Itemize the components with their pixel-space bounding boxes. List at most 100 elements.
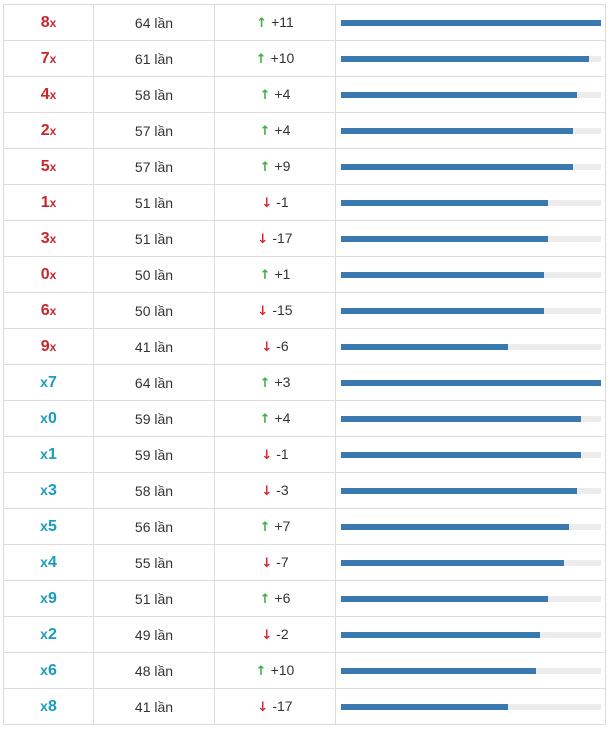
bar-cell [335, 580, 606, 617]
delta-value: +1 [274, 266, 291, 282]
digit: 1 [40, 193, 50, 211]
table-row: 0x 50 lần ↑ +1 [3, 256, 606, 293]
count-text: 41 lần [134, 338, 174, 355]
digit-placeholder-mark: x [40, 445, 48, 462]
delta-value: -2 [276, 626, 289, 642]
table-row: x7 64 lần ↑ +3 [3, 364, 606, 401]
delta-value: +7 [274, 518, 291, 534]
digit-placeholder-mark: x [49, 87, 57, 102]
count-cell: 61 lần [93, 40, 215, 77]
arrow-up-icon: ↑ [259, 88, 271, 103]
count-text: 56 lần [134, 518, 174, 535]
count-cell: 48 lần [93, 652, 215, 689]
count-text: 64 lần [134, 374, 174, 391]
digit-placeholder-mark: x [40, 553, 48, 570]
frequency-bar-fill [341, 127, 573, 134]
frequency-bar-fill [341, 451, 581, 458]
bar-cell [335, 40, 606, 77]
count-cell: 51 lần [93, 580, 215, 617]
bar-cell [335, 400, 606, 437]
number-cell: 8x [3, 4, 94, 41]
digit: 0 [47, 409, 57, 427]
tail-number-label: x9 [40, 590, 57, 607]
number-cell: x4 [3, 544, 94, 581]
count-text: 64 lần [134, 14, 174, 31]
arrow-up-icon: ↑ [259, 268, 271, 283]
bar-cell [335, 112, 606, 149]
delta-value: -3 [276, 482, 289, 498]
frequency-bar-track [341, 487, 601, 494]
number-cell: x7 [3, 364, 94, 401]
frequency-bar-track [341, 127, 601, 134]
digit: 2 [47, 625, 57, 643]
arrow-down-icon: ↓ [257, 304, 269, 319]
frequency-bar-track [341, 595, 601, 602]
delta-value: +10 [270, 50, 295, 66]
digit: 1 [47, 445, 57, 463]
table-row: x4 55 lần ↓ -7 [3, 544, 606, 581]
tail-number-label: x7 [40, 374, 57, 391]
table-row: 1x 51 lần ↓ -1 [3, 184, 606, 221]
frequency-bar-fill [341, 415, 581, 422]
count-cell: 59 lần [93, 436, 215, 473]
count-text: 48 lần [134, 662, 174, 679]
count-cell: 56 lần [93, 508, 215, 545]
digit-placeholder-mark: x [40, 373, 48, 390]
tail-number-label: x1 [40, 446, 57, 463]
digit-placeholder-mark: x [49, 51, 57, 66]
frequency-bar-fill [341, 199, 549, 206]
digit-placeholder-mark: x [40, 697, 48, 714]
number-cell: 6x [3, 292, 94, 329]
frequency-bar-track [341, 667, 601, 674]
bar-cell [335, 256, 606, 293]
count-cell: 41 lần [93, 688, 215, 725]
delta-value: -15 [272, 302, 293, 318]
frequency-bar-fill [341, 379, 601, 386]
arrow-down-icon: ↓ [261, 628, 273, 643]
count-text: 61 lần [134, 50, 174, 67]
digit-placeholder-mark: x [40, 409, 48, 426]
digit-placeholder-mark: x [40, 589, 48, 606]
number-cell: x1 [3, 436, 94, 473]
frequency-bar-fill [341, 559, 565, 566]
count-cell: 58 lần [93, 76, 215, 113]
digit: 8 [40, 13, 50, 31]
arrow-up-icon: ↑ [255, 52, 267, 67]
delta-value: -17 [272, 230, 293, 246]
number-cell: x6 [3, 652, 94, 689]
arrow-up-icon: ↑ [259, 520, 271, 535]
frequency-bar-track [341, 343, 601, 350]
frequency-bar-track [341, 451, 601, 458]
tail-number-label: x3 [40, 482, 57, 499]
table-row: 5x 57 lần ↑ +9 [3, 148, 606, 185]
digit: 4 [40, 85, 50, 103]
arrow-down-icon: ↓ [257, 700, 269, 715]
digit: 2 [40, 121, 50, 139]
digit-placeholder-mark: x [49, 267, 57, 282]
delta-value: +9 [274, 158, 291, 174]
frequency-bar-fill [341, 271, 545, 278]
bar-cell [335, 652, 606, 689]
frequency-bar-track [341, 379, 601, 386]
count-text: 57 lần [134, 122, 174, 139]
bar-cell [335, 220, 606, 257]
delta-cell: ↓ -3 [214, 472, 336, 509]
table-row: 4x 58 lần ↑ +4 [3, 76, 606, 113]
digit: 4 [47, 553, 57, 571]
count-text: 51 lần [134, 590, 174, 607]
frequency-bar-track [341, 631, 601, 638]
delta-cell: ↓ -1 [214, 184, 336, 221]
count-cell: 50 lần [93, 292, 215, 329]
digit: 7 [47, 373, 57, 391]
bar-cell [335, 508, 606, 545]
tail-number-label: x6 [40, 662, 57, 679]
delta-cell: ↑ +9 [214, 148, 336, 185]
arrow-up-icon: ↑ [259, 412, 271, 427]
digit-placeholder-mark: x [49, 303, 57, 318]
delta-cell: ↑ +3 [214, 364, 336, 401]
digit: 0 [40, 265, 50, 283]
digit-placeholder-mark: x [40, 481, 48, 498]
delta-value: +6 [274, 590, 291, 606]
digit-placeholder-mark: x [40, 625, 48, 642]
digit-placeholder-mark: x [49, 195, 57, 210]
